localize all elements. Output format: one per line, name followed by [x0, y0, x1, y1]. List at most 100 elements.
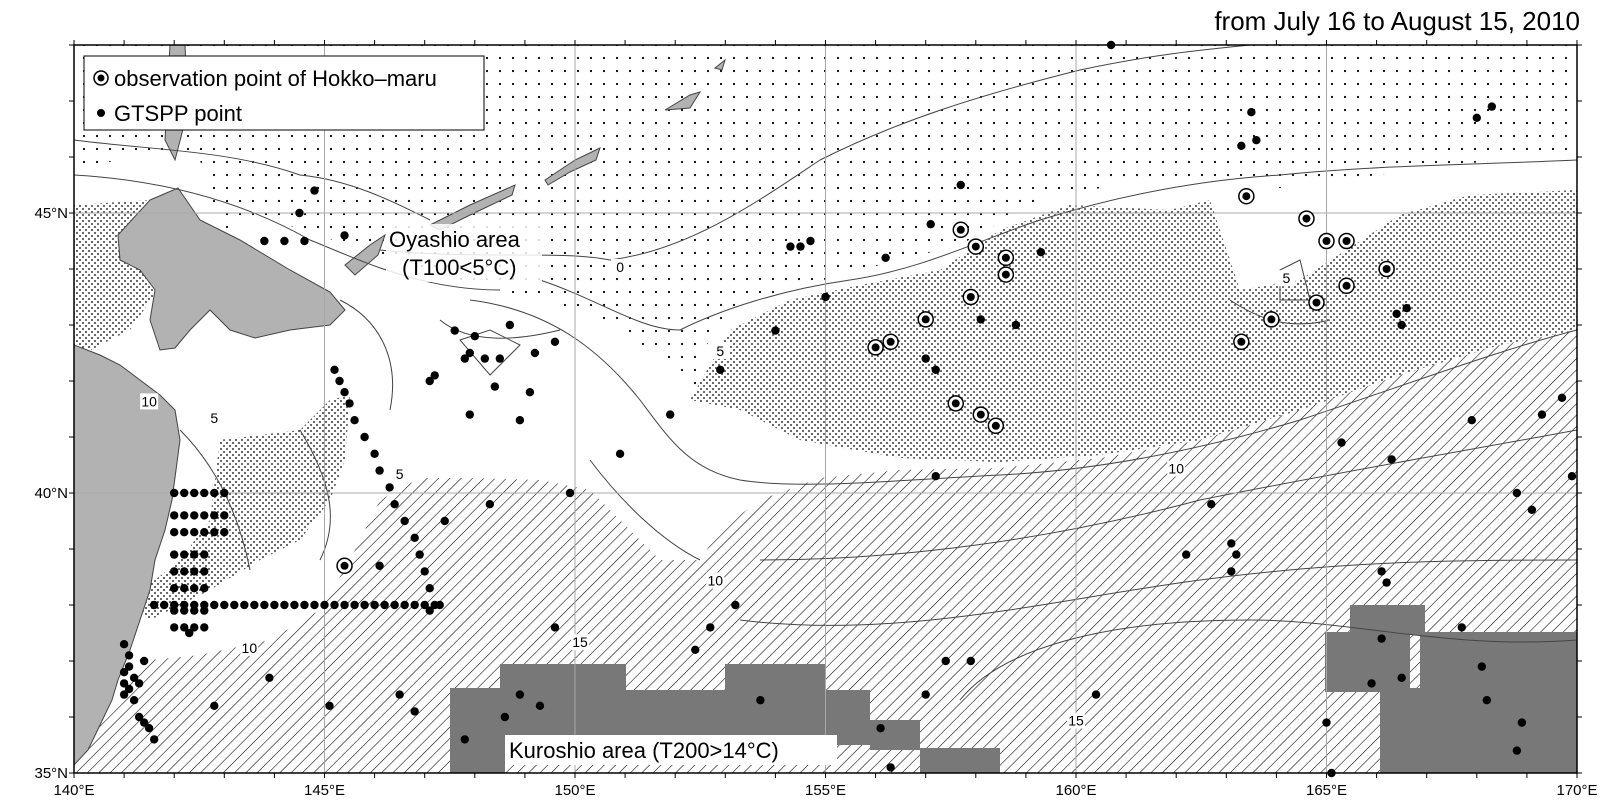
gtspp-point	[310, 186, 319, 195]
gtspp-point	[425, 584, 434, 593]
gtspp-point	[200, 511, 209, 520]
gtspp-point	[615, 449, 625, 458]
gtspp-point	[460, 735, 469, 744]
gtspp-point	[330, 365, 339, 374]
gtspp-point	[886, 763, 895, 772]
gtspp-point	[1232, 550, 1241, 559]
hokko-point	[340, 561, 349, 570]
gtspp-point	[390, 500, 399, 509]
gtspp-point	[876, 724, 885, 733]
gtspp-point	[200, 606, 209, 615]
gtspp-point	[921, 690, 930, 699]
gtspp-point	[170, 567, 179, 576]
gtspp-point	[220, 488, 229, 498]
contour-label-bg	[140, 393, 159, 410]
dense-dot-region	[690, 190, 1577, 462]
gtspp-point	[124, 684, 134, 694]
gtspp-point	[395, 690, 404, 699]
gtspp-point	[200, 567, 209, 576]
gtspp-point	[210, 701, 219, 710]
gtspp-point	[330, 600, 339, 610]
lat-tick-label: 45°N	[34, 205, 68, 222]
hokko-point	[1342, 281, 1351, 290]
gtspp-point	[119, 679, 129, 688]
gtspp-point	[119, 668, 129, 677]
gtspp-point	[450, 326, 459, 335]
gtspp-point	[190, 606, 199, 615]
gtspp-point	[1457, 623, 1466, 632]
gtspp-point	[1377, 634, 1386, 643]
hokko-point	[1302, 214, 1311, 223]
gtspp-point	[1527, 505, 1537, 514]
gtspp-point	[185, 628, 194, 638]
gtspp-point	[1537, 410, 1547, 419]
gtspp-point	[360, 432, 369, 442]
gtspp-point	[1322, 718, 1331, 727]
gtspp-point	[1482, 696, 1492, 705]
gtspp-point	[1237, 141, 1246, 150]
gtspp-point	[716, 365, 725, 374]
gtspp-point	[170, 511, 179, 520]
gtspp-point	[170, 606, 179, 615]
legend-gtspp-label: GTSPP point	[114, 101, 242, 126]
contour-label: 10	[141, 393, 157, 409]
gtspp-point	[220, 511, 229, 520]
gtspp-point	[200, 528, 209, 537]
legend-hokko-symbol	[93, 70, 109, 86]
gtspp-point	[260, 600, 269, 610]
gtspp-point	[440, 516, 449, 526]
gtspp-point	[1091, 690, 1101, 699]
gtspp-point	[149, 600, 159, 610]
gtspp-point	[956, 180, 965, 190]
gtspp-point	[565, 488, 575, 498]
gtspp-point	[170, 488, 179, 498]
gtspp-point	[134, 712, 144, 722]
hokko-point	[976, 410, 985, 419]
gtspp-point	[480, 354, 490, 363]
gtspp-point	[190, 511, 199, 520]
gtspp-point	[265, 673, 274, 682]
oyashio-criterion: (T100<5°C)	[402, 255, 517, 280]
hokko-point	[886, 337, 895, 346]
gtspp-point	[1367, 679, 1376, 688]
gtspp-point	[280, 236, 289, 246]
gtspp-point	[1252, 136, 1261, 145]
hokko-point	[921, 315, 930, 324]
gtspp-point	[134, 679, 144, 688]
gtspp-point	[495, 354, 505, 363]
hokko-point	[1237, 337, 1246, 346]
gtspp-point	[1036, 248, 1046, 257]
lat-tick-label: 40°N	[34, 485, 68, 502]
gtspp-point	[325, 701, 334, 710]
gtspp-point	[170, 623, 179, 632]
gtspp-point	[400, 600, 409, 610]
contour-label: 10	[1168, 461, 1184, 477]
gtspp-point	[1477, 662, 1487, 671]
contour-label-bg	[240, 639, 259, 656]
gtspp-point	[1182, 550, 1191, 559]
gtspp-point	[170, 584, 179, 593]
hokko-point	[1312, 298, 1321, 307]
kuril-island-1	[344, 233, 386, 276]
gtspp-point	[430, 600, 439, 610]
gtspp-point	[124, 651, 134, 660]
gtspp-point	[535, 701, 545, 710]
gtspp-point	[129, 696, 139, 705]
legend: observation point of Hokko–maru GTSPP po…	[83, 55, 485, 131]
lon-tick-label: 155°E	[805, 782, 846, 799]
contour-label: 5	[396, 466, 404, 482]
contour-label: 5	[716, 343, 724, 359]
gtspp-point	[370, 449, 379, 458]
gtspp-point	[190, 567, 199, 576]
gtspp-point	[385, 483, 394, 492]
gtspp-point	[180, 623, 189, 632]
gtspp-point	[1402, 304, 1411, 313]
gtspp-point	[210, 488, 219, 498]
kuril-island-4	[664, 91, 702, 111]
gtspp-point	[139, 718, 149, 727]
hokko-point	[966, 293, 975, 301]
gtspp-point	[180, 550, 189, 559]
gtspp-point	[180, 511, 189, 520]
lon-tick-label: 160°E	[1055, 782, 1096, 799]
kuroshio-label: Kuroshio area (T200>14°C)	[509, 738, 779, 763]
